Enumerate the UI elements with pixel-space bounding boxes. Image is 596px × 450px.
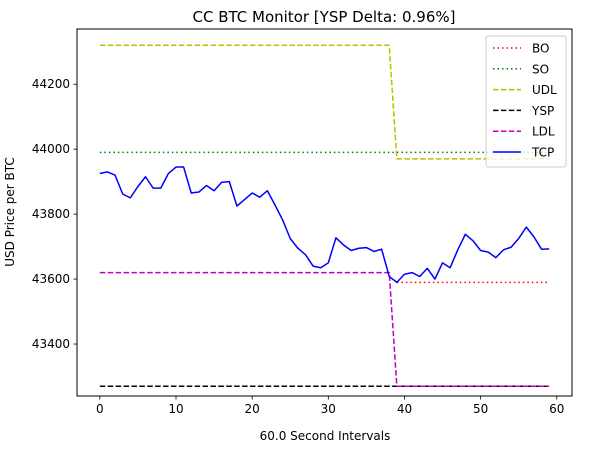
legend-box [485, 35, 567, 168]
x-tick-label: 50 [473, 402, 488, 416]
legend-label-ysp: YSP [531, 104, 554, 118]
plot-frame [76, 28, 573, 397]
legend-label-ldl: LDL [532, 125, 555, 139]
x-tick-label: 10 [168, 402, 183, 416]
series-line-ldl [99, 271, 550, 388]
y-tick-label: 43400 [32, 337, 70, 351]
x-axis-label: 60.0 Second Intervals [260, 429, 391, 443]
legend-label-udl: UDL [532, 83, 557, 97]
y-tick-label: 44000 [32, 142, 70, 156]
x-tick-label: 60 [549, 402, 564, 416]
series-line-tcp [99, 166, 550, 284]
series-layer [99, 44, 550, 388]
y-tick-label: 43800 [32, 207, 70, 221]
x-tick-label: 40 [397, 402, 412, 416]
x-tick-label: 30 [321, 402, 336, 416]
y-tick-label: 44200 [32, 77, 70, 91]
series-line-udl [99, 44, 550, 160]
chart-title: CC BTC Monitor [YSP Delta: 0.96%] [192, 8, 455, 26]
x-tick-label: 0 [96, 402, 104, 416]
legend-label-so: SO [532, 62, 549, 76]
legend: BO SO UDL YSP LDL TCP [485, 35, 567, 168]
legend-label-bo: BO [532, 42, 549, 56]
legend-label-tcp: TCP [531, 146, 554, 160]
y-axis-label: USD Price per BTC [3, 157, 17, 267]
x-tick-label: 20 [245, 402, 260, 416]
y-tick-label: 43600 [32, 272, 70, 286]
ticks-layer: 0 10 20 30 40 50 60 43400 43600 43800 44000 44200 [32, 77, 565, 416]
